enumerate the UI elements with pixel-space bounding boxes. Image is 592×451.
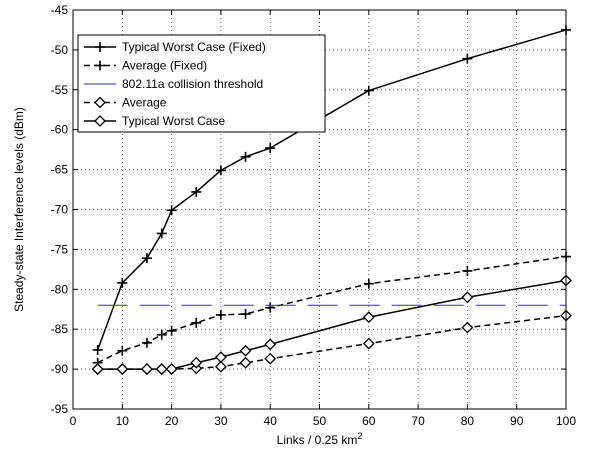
- x-tick-label: 10: [116, 414, 130, 428]
- x-tick-label: 0: [70, 414, 77, 428]
- y-tick-label: -85: [51, 322, 69, 336]
- legend: Typical Worst Case (Fixed) Average (Fixed…: [78, 35, 325, 132]
- x-tick-label: 30: [214, 414, 228, 428]
- legend-label: Typical Worst Case: [122, 114, 225, 128]
- x-axis-label-superscript: 2: [357, 431, 362, 441]
- legend-label: Average (Fixed): [122, 59, 207, 73]
- y-tick-label: -60: [51, 123, 69, 137]
- y-tick-label: -55: [51, 83, 69, 97]
- x-tick-label: 20: [165, 414, 179, 428]
- x-tick-label: 50: [313, 414, 327, 428]
- legend-label: 802.11a collision threshold: [122, 77, 263, 91]
- y-tick-label: -80: [51, 282, 69, 296]
- y-tick-label: -70: [51, 203, 69, 217]
- y-tick-label: -65: [51, 163, 69, 177]
- y-axis-label: Steady-state Interference levels (dBm): [12, 107, 26, 312]
- legend-label: Average: [122, 96, 167, 110]
- x-tick-label: 40: [264, 414, 278, 428]
- x-axis-label: Links / 0.25 km2: [277, 431, 363, 447]
- y-tick-label: -50: [51, 43, 69, 57]
- x-tick-label: 90: [510, 414, 524, 428]
- y-tick-label: -45: [51, 3, 69, 17]
- y-tick-label: -75: [51, 242, 69, 256]
- x-tick-label: 100: [556, 414, 576, 428]
- x-tick-label: 60: [362, 414, 376, 428]
- x-tick-label: 70: [411, 414, 425, 428]
- y-tick-label: -95: [51, 402, 69, 416]
- y-tick-label: -90: [51, 362, 69, 376]
- legend-label: Typical Worst Case (Fixed): [122, 40, 266, 54]
- x-axis-label-text: Links / 0.25 km: [277, 433, 358, 447]
- x-tick-label: 80: [461, 414, 475, 428]
